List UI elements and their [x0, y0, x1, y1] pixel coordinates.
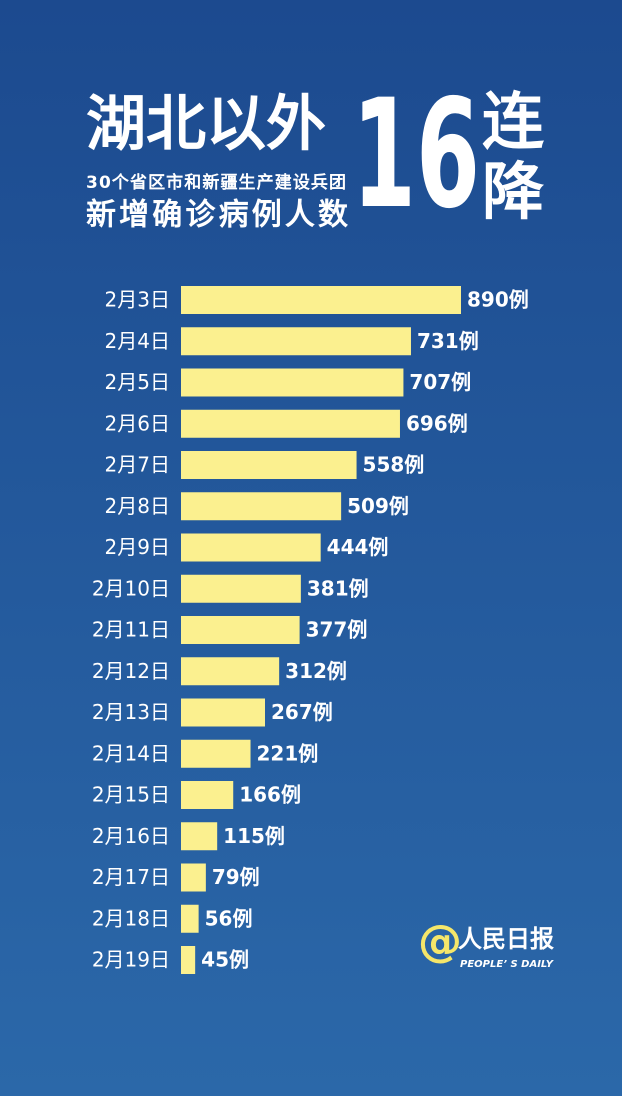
bar: [181, 904, 199, 933]
bar: [181, 409, 400, 438]
value-label: 696例: [406, 411, 468, 435]
bar: [181, 533, 321, 562]
bar: [181, 574, 301, 603]
category-label: 2月3日: [105, 288, 170, 312]
category-label: 2月7日: [105, 453, 170, 477]
logo-at: @: [418, 916, 462, 967]
value-label: 890例: [467, 288, 529, 312]
category-label: 2月12日: [92, 659, 170, 683]
value-label: 377例: [306, 618, 368, 642]
category-label: 2月14日: [92, 741, 170, 765]
logo-name-en: PEOPLE’ S DAILY: [460, 959, 555, 970]
bar: [181, 286, 461, 314]
category-label: 2月10日: [92, 576, 170, 600]
value-label: 45例: [201, 948, 249, 972]
category-label: 2月9日: [105, 535, 170, 559]
value-label: 166例: [239, 783, 301, 807]
bar: [181, 327, 411, 356]
value-label: 558例: [363, 453, 425, 477]
category-label: 2月5日: [105, 370, 170, 394]
bar: [181, 863, 206, 892]
bar: [181, 451, 357, 479]
chart-title: 湖北以外: [86, 90, 326, 160]
category-label: 2月6日: [105, 411, 170, 435]
value-label: 221例: [257, 741, 319, 765]
bar: [181, 492, 342, 521]
value-label: 115例: [223, 824, 285, 848]
headline-number: 16: [352, 68, 480, 242]
value-label: 56例: [205, 906, 253, 930]
bar: [181, 616, 300, 644]
bar: [181, 822, 218, 851]
value-label: 731例: [417, 329, 479, 353]
category-label: 2月11日: [92, 618, 170, 642]
category-label: 2月19日: [92, 948, 170, 972]
category-label: 2月8日: [105, 494, 170, 518]
headline-text: 连: [482, 85, 545, 158]
category-label: 2月16日: [92, 824, 170, 848]
logo-name: 人民日报: [458, 925, 554, 953]
bar: [181, 657, 280, 686]
bar: [181, 781, 234, 809]
category-label: 2月15日: [92, 783, 170, 807]
category-label: 2月17日: [92, 865, 170, 889]
value-label: 444例: [327, 535, 389, 559]
category-label: 2月18日: [92, 906, 170, 930]
category-label: 2月4日: [105, 329, 170, 353]
bar: [181, 698, 265, 727]
value-label: 381例: [307, 576, 369, 600]
bar: [181, 946, 196, 974]
headline-text: 降: [482, 155, 544, 228]
bar: [181, 368, 404, 397]
bar: [181, 739, 251, 768]
value-label: 267例: [271, 700, 333, 724]
value-label: 79例: [212, 865, 260, 889]
category-label: 2月13日: [92, 700, 170, 724]
value-label: 312例: [285, 659, 347, 683]
value-label: 509例: [347, 494, 409, 518]
subtitle: 30个省区市和新疆生产建设兵团: [86, 172, 346, 193]
value-label: 707例: [409, 370, 471, 394]
